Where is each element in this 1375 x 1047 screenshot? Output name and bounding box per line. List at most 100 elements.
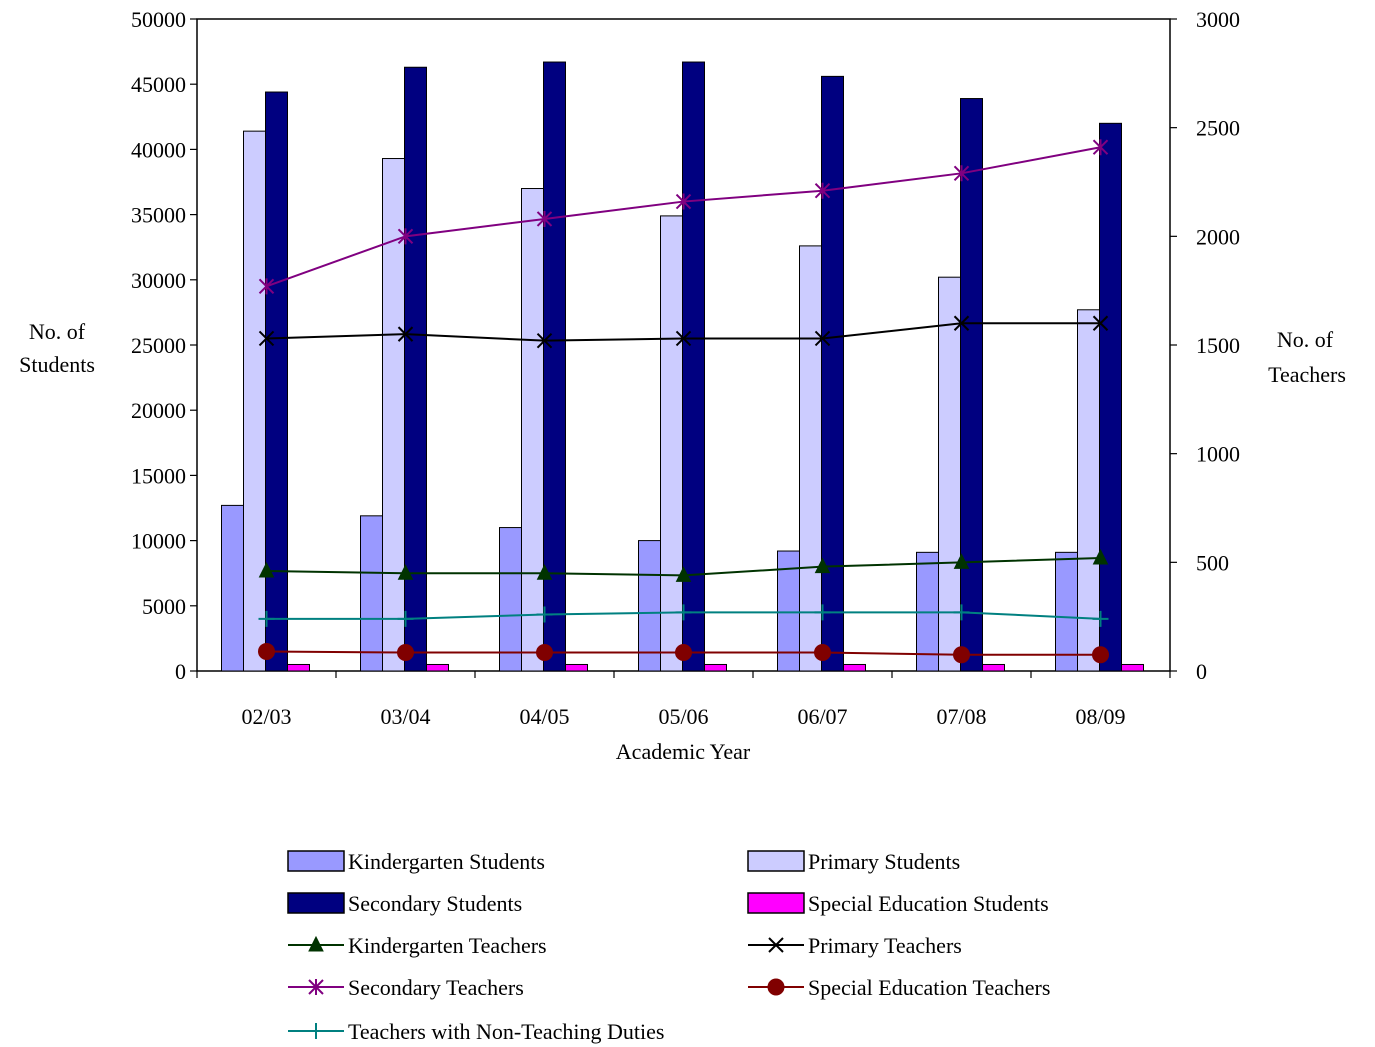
bar-primary-students xyxy=(660,215,683,672)
bar-secondary-students xyxy=(404,66,427,672)
bar-primary-students xyxy=(799,245,822,672)
plus-marker xyxy=(953,604,970,621)
left-tick-label: 15000 xyxy=(131,463,186,488)
bar-series-group xyxy=(221,61,1144,672)
point-secondary-teachers xyxy=(814,182,831,199)
x-marker xyxy=(953,315,970,331)
point-kindergarten-teachers xyxy=(536,564,553,580)
x-tick-label: 07/08 xyxy=(936,704,986,729)
legend-swatch-kindergarten-students xyxy=(287,850,345,872)
bar-secondary-students xyxy=(682,61,705,672)
point-teachers-with-non-teaching-duties xyxy=(953,604,970,621)
bar-kindergarten-students xyxy=(638,540,661,672)
point-teachers-with-non-teaching-duties xyxy=(536,606,553,623)
bar-kindergarten-students xyxy=(360,515,383,672)
bar-special-education-students xyxy=(1121,663,1144,672)
right-tick-label: 1500 xyxy=(1196,333,1240,358)
star-marker xyxy=(814,182,831,199)
left-tick-label: 40000 xyxy=(131,137,186,162)
point-teachers-with-non-teaching-duties xyxy=(675,604,692,621)
legend-label-special-education-teachers: Special Education Teachers xyxy=(808,975,1050,1000)
x-tick-label: 03/04 xyxy=(380,704,430,729)
triangle-marker xyxy=(397,564,414,580)
point-secondary-teachers xyxy=(953,165,970,182)
circle-marker xyxy=(536,644,553,662)
right-axis-title-line2: Teachers xyxy=(1268,362,1346,387)
bar-kindergarten-students xyxy=(221,504,244,672)
x-tick-label: 04/05 xyxy=(519,704,569,729)
point-special-education-teachers xyxy=(1092,646,1109,664)
plus-marker xyxy=(814,604,831,621)
point-secondary-teachers xyxy=(1092,139,1109,156)
point-primary-teachers xyxy=(397,326,414,342)
star-marker xyxy=(308,979,324,995)
star-marker xyxy=(536,210,553,227)
star-marker xyxy=(258,278,275,295)
plus-marker xyxy=(308,1023,324,1039)
left-tick-label: 50000 xyxy=(131,7,186,32)
right-tick-label: 2000 xyxy=(1196,224,1240,249)
point-teachers-with-non-teaching-duties xyxy=(1092,610,1109,627)
left-tick-label: 45000 xyxy=(131,72,186,97)
left-tick-label: 35000 xyxy=(131,203,186,228)
right-axis-title-line1: No. of xyxy=(1277,327,1334,352)
legend-marker-kindergarten-teachers xyxy=(308,935,324,952)
point-secondary-teachers xyxy=(258,278,275,295)
left-axis-title-line1: No. of xyxy=(29,319,86,344)
left-tick-label: 25000 xyxy=(131,333,186,358)
bar-kindergarten-students xyxy=(499,527,522,672)
legend-marker-special-education-teachers xyxy=(767,978,785,996)
legend-swatch-special-education-students xyxy=(747,892,805,914)
point-primary-teachers xyxy=(814,330,831,347)
legend-marker-secondary-teachers xyxy=(308,979,324,995)
bar-primary-students xyxy=(521,188,544,672)
bar-secondary-students xyxy=(821,75,844,672)
left-tick-label: 30000 xyxy=(131,268,186,293)
point-kindergarten-teachers xyxy=(814,557,831,574)
point-primary-teachers xyxy=(675,330,692,347)
point-teachers-with-non-teaching-duties xyxy=(814,604,831,621)
x-marker xyxy=(814,330,831,347)
bar-special-education-students xyxy=(843,663,866,672)
point-kindergarten-teachers xyxy=(1092,548,1109,565)
x-marker xyxy=(768,937,784,953)
point-kindergarten-teachers xyxy=(953,553,970,569)
point-secondary-teachers xyxy=(397,228,414,245)
legend-label-kindergarten-students: Kindergarten Students xyxy=(348,849,545,874)
legend-marker-teachers-with-non-teaching-duties xyxy=(308,1023,324,1039)
point-primary-teachers xyxy=(953,315,970,331)
right-tick-label: 2500 xyxy=(1196,116,1240,141)
triangle-marker xyxy=(814,557,831,574)
point-kindergarten-teachers xyxy=(258,561,275,578)
circle-marker xyxy=(1092,646,1109,664)
point-secondary-teachers xyxy=(675,193,692,210)
point-special-education-teachers xyxy=(397,644,414,662)
point-teachers-with-non-teaching-duties xyxy=(258,610,275,627)
x-tick-label: 02/03 xyxy=(241,704,291,729)
left-tick-label: 10000 xyxy=(131,529,186,554)
circle-marker xyxy=(814,644,831,662)
bar-secondary-students xyxy=(265,91,288,672)
triangle-marker xyxy=(953,553,970,569)
point-special-education-teachers xyxy=(953,646,970,664)
circle-marker xyxy=(397,644,414,662)
point-special-education-teachers xyxy=(675,644,692,662)
x-marker xyxy=(258,330,275,347)
legend-label-kindergarten-teachers: Kindergarten Teachers xyxy=(348,933,547,958)
legend-swatch-primary-students xyxy=(747,850,805,872)
x-tick-label: 06/07 xyxy=(797,704,847,729)
right-tick-label: 3000 xyxy=(1196,7,1240,32)
bar-special-education-students xyxy=(287,663,310,672)
bar-special-education-students xyxy=(565,663,588,672)
left-tick-label: 5000 xyxy=(142,594,186,619)
plus-marker xyxy=(397,610,414,627)
point-primary-teachers xyxy=(536,332,553,349)
point-special-education-teachers xyxy=(258,642,275,660)
x-tick-label: 08/09 xyxy=(1075,704,1125,729)
circle-marker xyxy=(953,646,970,664)
left-tick-label: 0 xyxy=(175,659,186,684)
point-primary-teachers xyxy=(1092,315,1109,331)
triangle-marker xyxy=(675,566,692,582)
bar-special-education-students xyxy=(426,663,449,672)
